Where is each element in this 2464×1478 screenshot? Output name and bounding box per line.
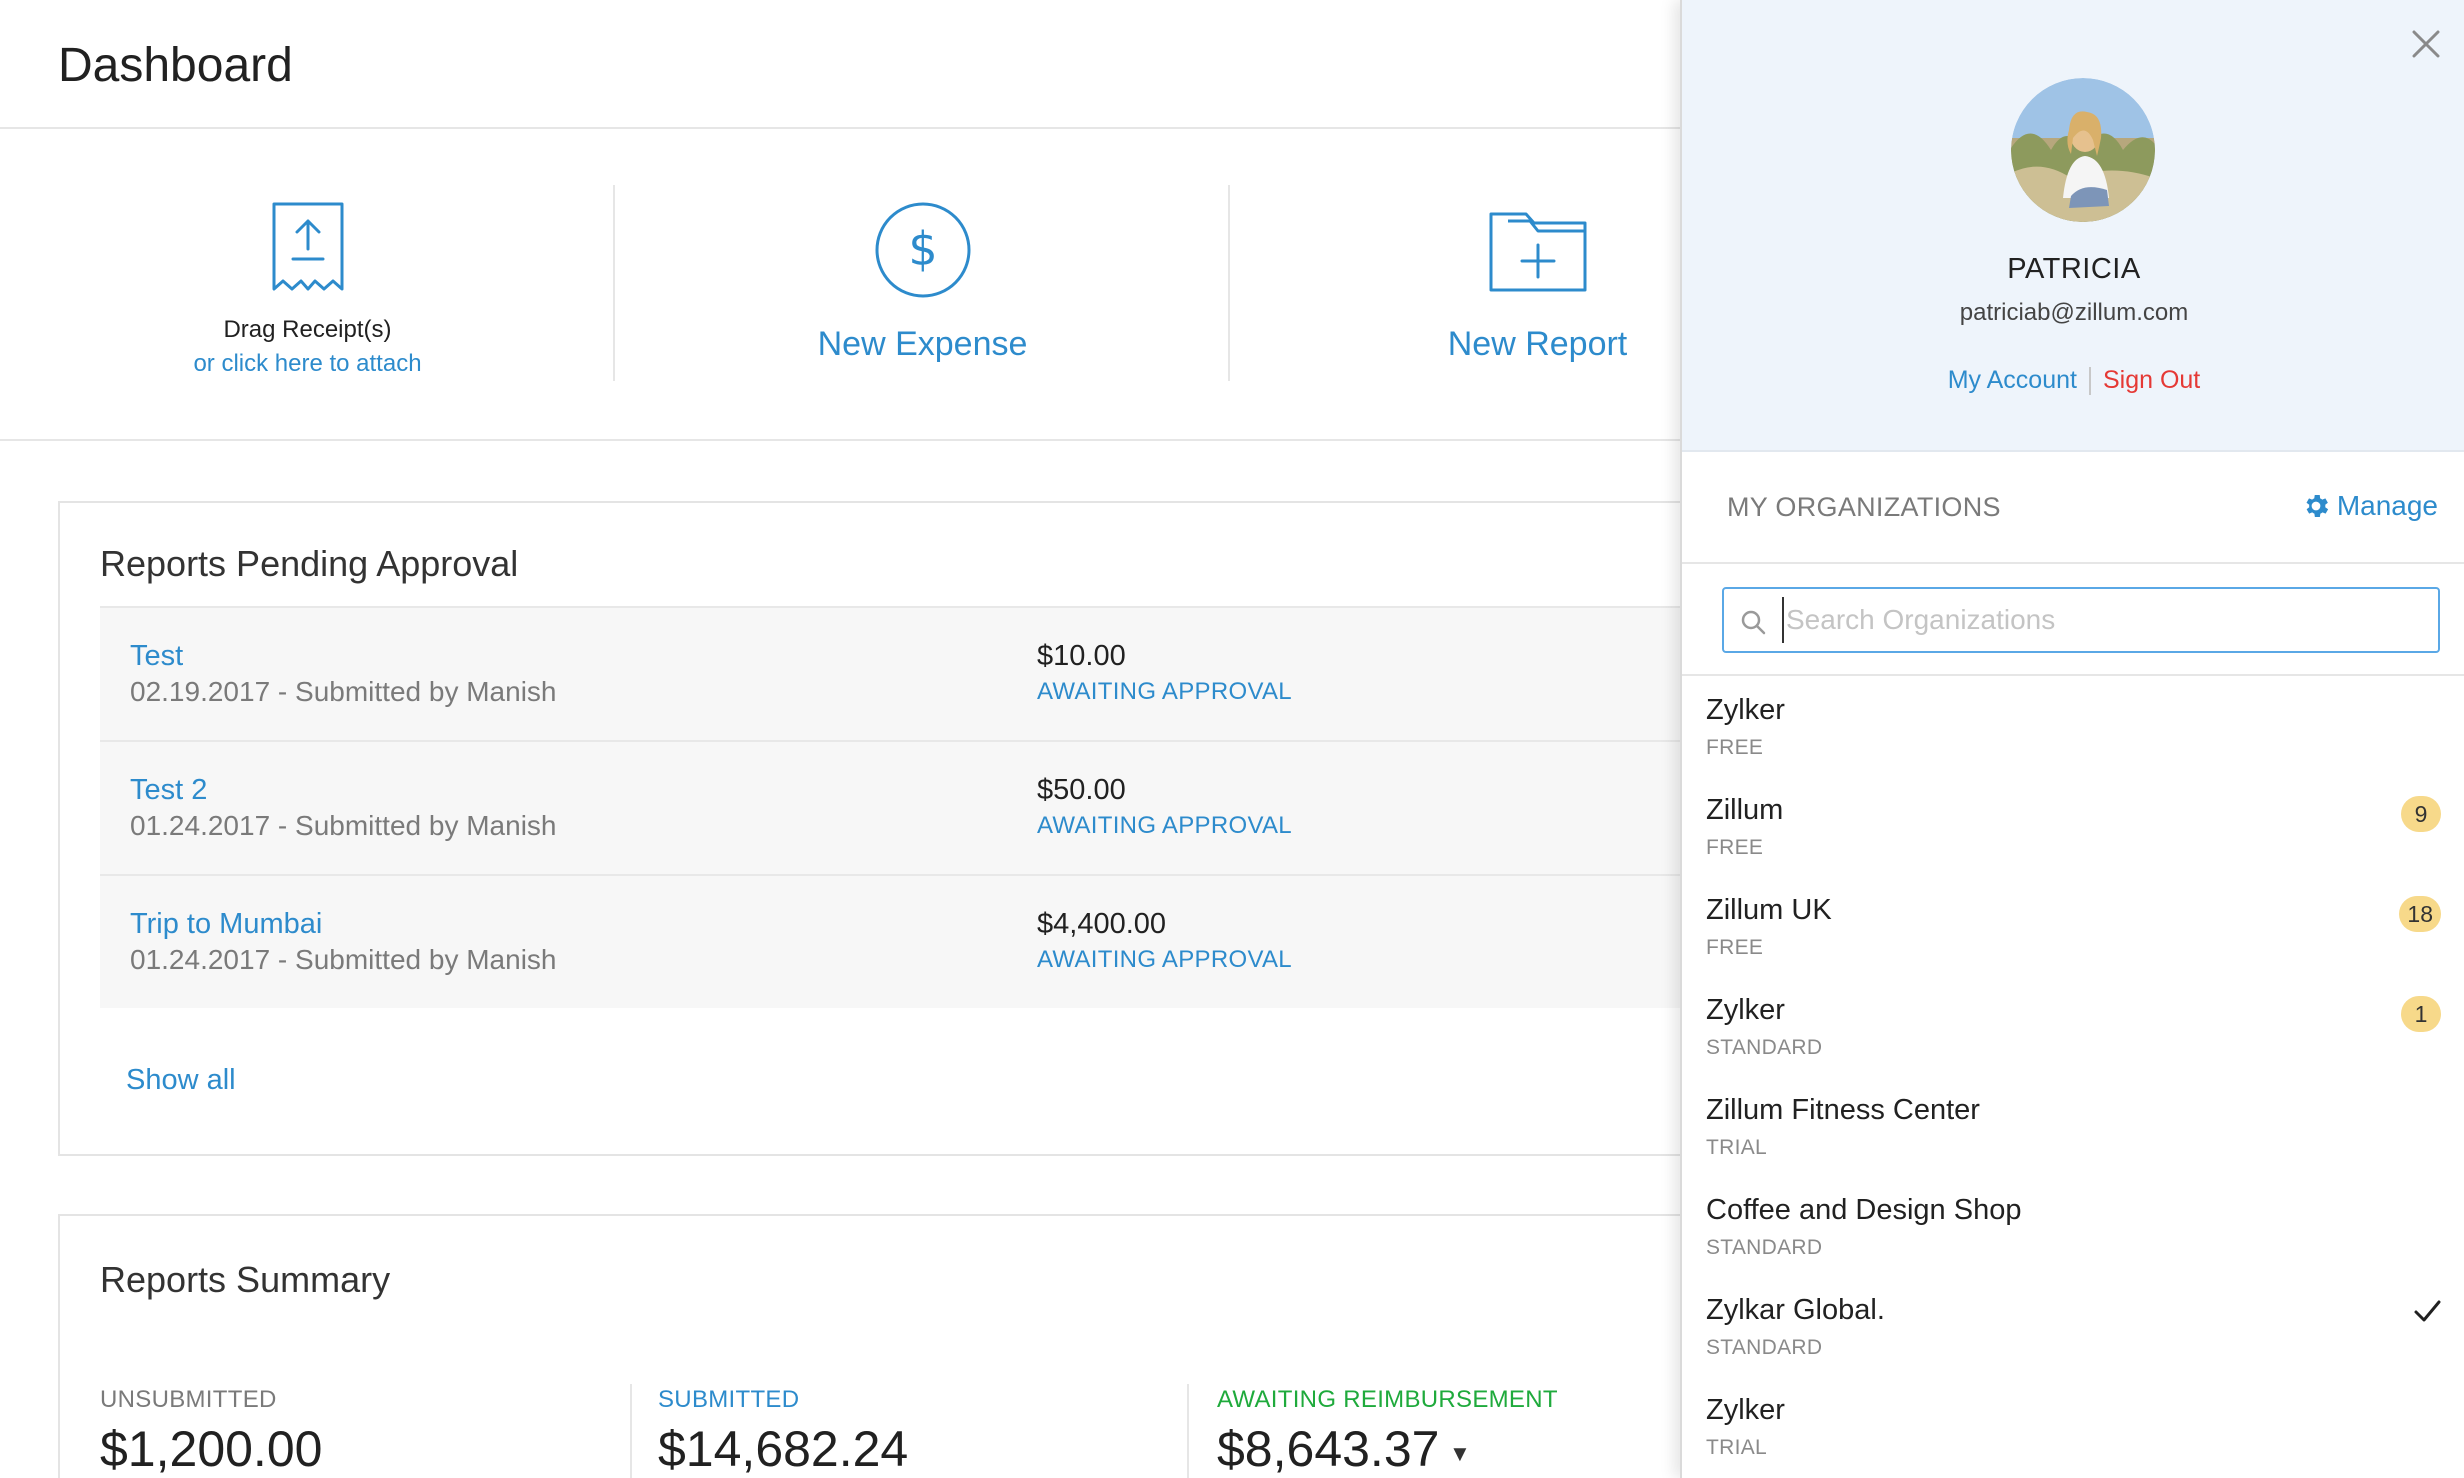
manage-label: Manage <box>2336 490 2438 521</box>
search-organizations-input[interactable] <box>1782 597 2422 643</box>
attach-receipt-link[interactable]: or click here to attach <box>193 350 422 377</box>
search-icon <box>1741 610 1766 635</box>
report-row[interactable]: Trip to Mumbai 01.24.2017 - Submitted by… <box>100 874 1700 1008</box>
drag-receipt-label: Drag Receipt(s) <box>223 316 392 343</box>
page-header: Dashboard <box>0 0 1680 129</box>
summary-awaiting-label: AWAITING REIMBURSEMENT <box>1217 1386 1558 1413</box>
organization-plan: FREE <box>1706 936 1764 959</box>
upload-receipt-icon <box>272 202 343 291</box>
organization-plan: TRIAL <box>1706 1436 1768 1459</box>
report-status: AWAITING APPROVAL <box>1037 678 1292 705</box>
organization-search <box>1722 587 2440 653</box>
page-title: Dashboard <box>58 39 293 92</box>
new-expense-label: New Expense <box>817 325 1028 363</box>
divider <box>1228 185 1230 381</box>
organization-item[interactable]: Zillum FREE 9 <box>1682 776 2464 876</box>
reports-summary-title: Reports Summary <box>100 1259 391 1300</box>
organizations-list: Zylker FREE Zillum FREE 9 Zillum UK FREE… <box>1682 674 2464 1478</box>
organization-plan: FREE <box>1706 736 1764 759</box>
organization-item[interactable]: Zylker FREE <box>1682 676 2464 776</box>
quick-actions: Drag Receipt(s) or click here to attach … <box>0 129 1680 441</box>
new-report-button[interactable]: New Report <box>1230 129 1845 441</box>
organization-name: Coffee and Design Shop <box>1706 1194 2022 1226</box>
new-expense-button[interactable]: $ New Expense <box>615 129 1230 441</box>
organization-item[interactable]: Zylker STANDARD 1 <box>1682 976 2464 1076</box>
pending-approval-card: Reports Pending Approval Test 02.19.2017… <box>58 501 1700 1156</box>
summary-unsubmitted[interactable]: UNSUBMITTED $1,200.00 <box>100 1386 322 1478</box>
pending-approval-title: Reports Pending Approval <box>100 543 519 584</box>
notification-badge: 18 <box>2399 896 2441 932</box>
drag-receipt-dropzone[interactable]: Drag Receipt(s) or click here to attach <box>0 129 615 441</box>
report-status: AWAITING APPROVAL <box>1037 812 1292 839</box>
organization-plan: STANDARD <box>1706 1336 1823 1359</box>
reports-summary-card: Reports Summary UNSUBMITTED $1,200.00 SU… <box>58 1214 1698 1478</box>
organization-item[interactable]: Zillum UK FREE 18 <box>1682 876 2464 976</box>
user-email: patriciab@zillum.com <box>1959 299 2189 326</box>
organization-plan: STANDARD <box>1706 1236 1823 1259</box>
report-meta: 02.19.2017 - Submitted by Manish <box>130 676 557 707</box>
profile-header: PATRICIA patriciab@zillum.com My Account… <box>1682 0 2464 452</box>
organization-plan: FREE <box>1706 836 1764 859</box>
caret-down-icon[interactable]: ▾ <box>1453 1437 1467 1468</box>
organization-name: Zylker <box>1706 1394 1785 1426</box>
report-status: AWAITING APPROVAL <box>1037 946 1292 973</box>
summary-unsubmitted-value: $1,200.00 <box>100 1421 323 1477</box>
summary-submitted[interactable]: SUBMITTED $14,682.24 <box>658 1386 908 1478</box>
organization-plan: TRIAL <box>1706 1136 1768 1159</box>
report-name-link[interactable]: Trip to Mumbai <box>130 908 323 940</box>
gear-icon <box>2306 495 2328 517</box>
organization-name: Zylkar Global. <box>1706 1294 1885 1326</box>
notification-badge: 9 <box>2401 796 2441 832</box>
organization-item[interactable]: Coffee and Design Shop STANDARD <box>1682 1176 2464 1276</box>
avatar <box>2011 78 2155 222</box>
report-row[interactable]: Test 2 01.24.2017 - Submitted by Manish … <box>100 740 1700 874</box>
folder-plus-icon <box>1489 212 1586 292</box>
sign-out-link[interactable]: Sign Out <box>2102 366 2201 394</box>
profile-panel: PATRICIA patriciab@zillum.com My Account… <box>1680 0 2464 1478</box>
checkmark-icon <box>2414 1300 2441 1322</box>
divider <box>2088 367 2091 396</box>
report-amount: $10.00 <box>1037 640 1126 672</box>
my-account-link[interactable]: My Account <box>1947 366 2077 394</box>
divider <box>1187 1384 1189 1478</box>
organization-item[interactable]: Zillum Fitness Center TRIAL <box>1682 1076 2464 1176</box>
user-name: PATRICIA <box>2007 253 2141 285</box>
organization-item-selected[interactable]: Zylkar Global. STANDARD <box>1682 1276 2464 1376</box>
new-report-label: New Report <box>1447 325 1628 363</box>
account-links: My Account Sign Out <box>1682 366 2464 396</box>
summary-submitted-value: $14,682.24 <box>658 1421 909 1477</box>
svg-text:$: $ <box>908 222 937 276</box>
organization-plan: STANDARD <box>1706 1036 1823 1059</box>
dollar-circle-icon: $ <box>875 202 970 298</box>
summary-awaiting-row: $8,643.37 ▾ <box>1217 1420 1558 1478</box>
notification-badge: 1 <box>2401 996 2441 1032</box>
summary-awaiting-value: $8,643.37 <box>1217 1421 1440 1477</box>
organization-name: Zylker <box>1706 994 1785 1026</box>
organization-name: Zillum Fitness Center <box>1706 1094 1980 1126</box>
report-meta: 01.24.2017 - Submitted by Manish <box>130 810 557 841</box>
report-row[interactable]: Test 02.19.2017 - Submitted by Manish $1… <box>100 606 1700 740</box>
organization-item[interactable]: Zylker TRIAL <box>1682 1376 2464 1476</box>
divider <box>630 1384 632 1478</box>
divider <box>613 185 615 381</box>
summary-unsubmitted-label: UNSUBMITTED <box>100 1386 277 1413</box>
close-icon[interactable] <box>2408 26 2444 62</box>
show-all-link[interactable]: Show all <box>126 1064 236 1096</box>
summary-submitted-label: SUBMITTED <box>658 1386 800 1413</box>
organizations-title: MY ORGANIZATIONS <box>1727 492 2001 522</box>
report-meta: 01.24.2017 - Submitted by Manish <box>130 944 557 975</box>
report-amount: $50.00 <box>1037 774 1126 806</box>
organizations-header: MY ORGANIZATIONS Manage <box>1682 452 2464 564</box>
organization-name: Zillum UK <box>1706 894 1832 926</box>
summary-awaiting-reimbursement[interactable]: AWAITING REIMBURSEMENT $8,643.37 ▾ <box>1217 1386 1558 1478</box>
manage-organizations-button[interactable]: Manage <box>2301 490 2438 522</box>
report-name-link[interactable]: Test <box>130 640 184 672</box>
report-name-link[interactable]: Test 2 <box>130 774 208 806</box>
organization-name: Zylker <box>1706 694 1785 726</box>
organization-name: Zillum <box>1706 794 1784 826</box>
report-amount: $4,400.00 <box>1037 908 1167 940</box>
